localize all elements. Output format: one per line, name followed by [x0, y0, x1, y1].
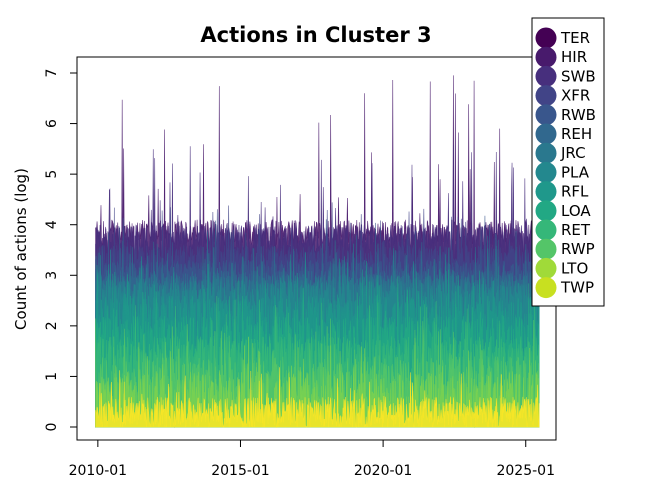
legend-label: RET: [561, 221, 591, 239]
legend-item-loa: LOA: [535, 200, 591, 222]
legend-label: TWP: [560, 279, 594, 297]
legend-swatch: [535, 219, 557, 241]
x-tick-label: 2025-01: [496, 463, 555, 479]
legend-swatch: [535, 142, 557, 164]
legend-label: HIR: [561, 48, 587, 66]
legend-label: SWB: [561, 67, 596, 85]
y-tick-label: 5: [44, 170, 60, 179]
y-tick-label: 4: [44, 220, 60, 229]
legend-label: JRC: [560, 144, 586, 162]
series-layer: [95, 75, 540, 429]
legend-label: LOA: [561, 202, 591, 220]
x-tick-label: 2020-01: [354, 463, 413, 479]
legend-item-ret: RET: [535, 219, 591, 241]
y-tick-label: 3: [44, 271, 60, 280]
series-twp: [95, 367, 540, 429]
legend-item-jrc: JRC: [535, 142, 586, 164]
y-tick-label: 0: [44, 423, 60, 432]
legend-swatch: [535, 238, 557, 260]
legend-label: PLA: [561, 163, 590, 181]
legend-item-twp: TWP: [535, 277, 594, 299]
legend-item-hir: HIR: [535, 46, 587, 68]
y-tick-label: 2: [44, 321, 60, 330]
chart-title: Actions in Cluster 3: [200, 23, 431, 47]
x-tick-label: 2015-01: [211, 463, 270, 479]
legend-item-rwp: RWP: [535, 238, 595, 260]
legend-item-reh: REH: [535, 123, 592, 145]
legend-label: REH: [561, 125, 592, 143]
legend-swatch: [535, 277, 557, 299]
legend-label: XFR: [561, 87, 590, 105]
legend-item-pla: PLA: [535, 161, 590, 183]
x-tick-label: 2010-01: [69, 463, 128, 479]
legend-label: TER: [560, 29, 590, 47]
y-axis: 0 1 2 3 4 5 6 7: [44, 69, 78, 432]
series-area-twp: [95, 367, 540, 429]
legend-item-xfr: XFR: [535, 85, 590, 107]
legend-swatch: [535, 65, 557, 87]
y-tick-label: 7: [44, 69, 60, 78]
y-axis-label: Count of actions (log): [12, 168, 30, 330]
legend-swatch: [535, 181, 557, 203]
x-axis: 2010-01 2015-01 2020-01 2025-01: [69, 439, 555, 479]
legend-swatch: [535, 257, 557, 279]
y-tick-label: 6: [44, 119, 60, 128]
legend-item-rfl: RFL: [535, 181, 589, 203]
legend-swatch: [535, 85, 557, 107]
legend-item-rwb: RWB: [535, 104, 596, 126]
legend-swatch: [535, 200, 557, 222]
legend-item-lto: LTO: [535, 257, 588, 279]
legend-swatch: [535, 123, 557, 145]
legend-label: RWP: [561, 240, 595, 258]
legend-label: RWB: [561, 106, 596, 124]
legend-label: LTO: [561, 259, 588, 277]
legend-item-ter: TER: [535, 27, 590, 49]
legend-swatch: [535, 27, 557, 49]
legend-item-swb: SWB: [535, 65, 596, 87]
legend-swatch: [535, 46, 557, 68]
legend-label: RFL: [561, 183, 589, 201]
y-tick-label: 1: [44, 372, 60, 381]
legend-swatch: [535, 161, 557, 183]
legend-swatch: [535, 104, 557, 126]
